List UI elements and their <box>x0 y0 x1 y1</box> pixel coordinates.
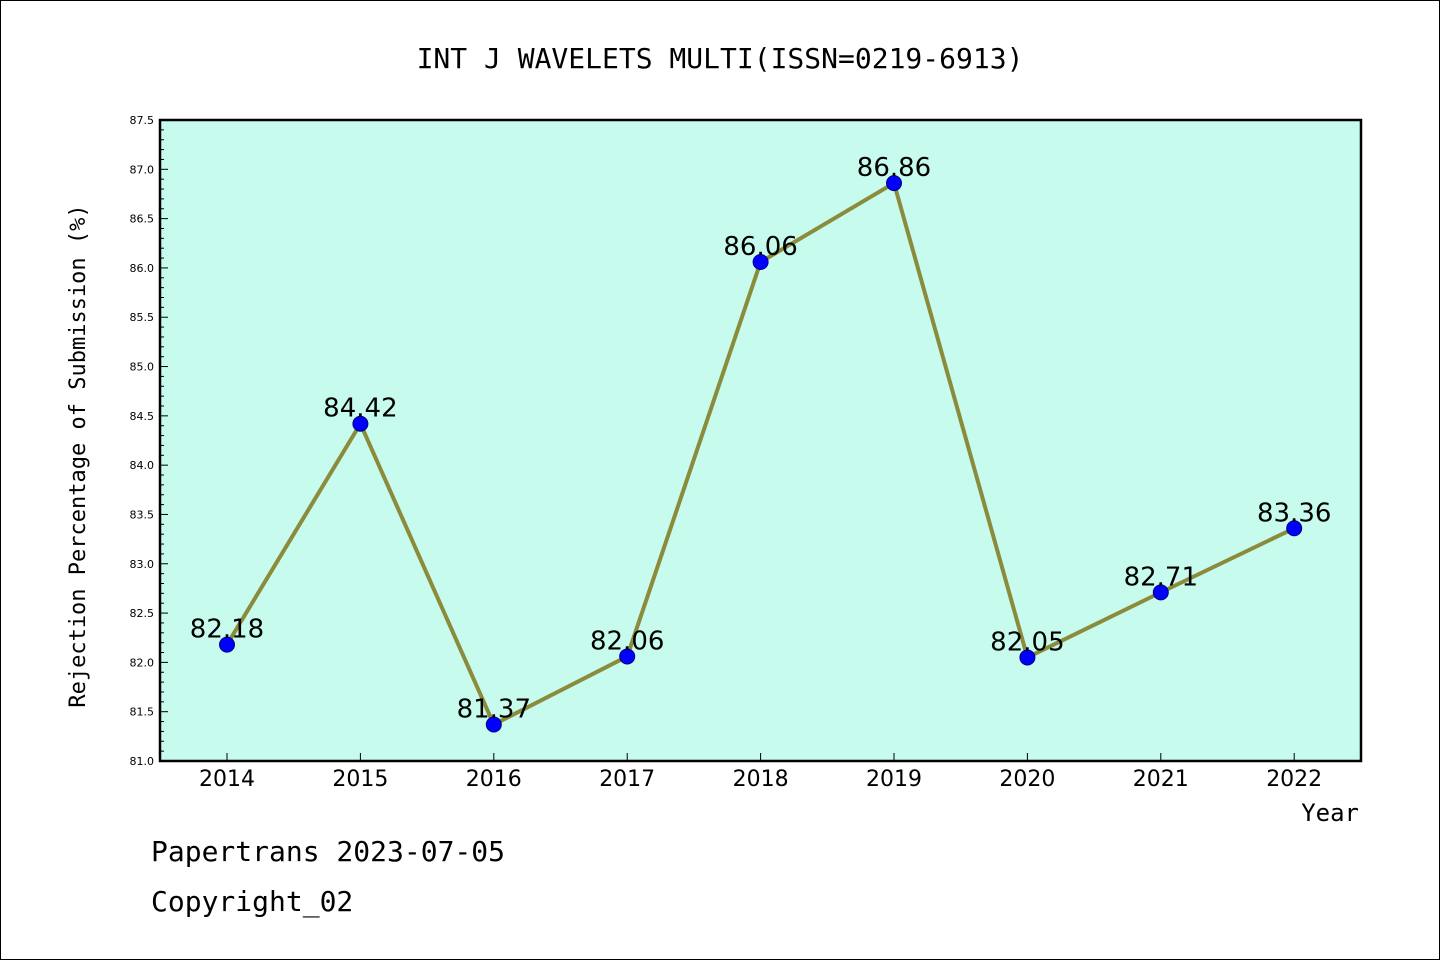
x-tick-label: 2017 <box>599 767 655 792</box>
data-point <box>619 648 636 665</box>
x-tick-label: 2016 <box>466 767 522 792</box>
data-point <box>1286 520 1303 537</box>
y-tick-label: 81.0 <box>130 755 155 768</box>
y-tick-label: 86.0 <box>130 262 155 275</box>
chart-title: INT J WAVELETS MULTI(ISSN=0219-6913) <box>417 42 1024 75</box>
data-label: 82.18 <box>190 615 264 645</box>
y-tick-label: 86.5 <box>130 213 155 226</box>
data-point <box>752 254 769 271</box>
y-tick-label: 82.5 <box>130 607 155 620</box>
data-label: 82.71 <box>1124 562 1198 592</box>
y-tick-label: 87.5 <box>130 114 155 127</box>
data-label: 84.42 <box>323 394 397 424</box>
x-tick-label: 2014 <box>199 767 255 792</box>
y-tick-label: 81.5 <box>130 706 155 719</box>
x-tick-label: 2015 <box>332 767 388 792</box>
data-label: 86.06 <box>723 232 797 262</box>
data-point <box>1019 649 1036 666</box>
data-point <box>485 716 502 733</box>
plot-area <box>158 118 1363 763</box>
y-tick-label: 85.0 <box>130 361 155 374</box>
footer-copyright: Copyright_02 <box>151 885 354 918</box>
data-label: 82.06 <box>590 626 664 656</box>
footer-date: Papertrans 2023-07-05 <box>151 835 506 868</box>
data-label: 86.86 <box>857 153 931 183</box>
y-tick-label: 82.0 <box>130 656 155 669</box>
y-tick-label: 83.5 <box>130 508 155 521</box>
x-tick-label: 2019 <box>866 767 922 792</box>
data-label: 82.05 <box>990 627 1064 657</box>
data-label: 81.37 <box>457 695 531 725</box>
x-axis-label: Year <box>1301 799 1359 827</box>
y-tick-label: 84.5 <box>130 410 155 423</box>
data-point <box>219 636 235 653</box>
y-tick-label: 85.5 <box>130 311 155 324</box>
y-axis-label: Rejection Percentage of Submission (%) <box>66 204 91 707</box>
x-tick-label: 2020 <box>999 767 1055 792</box>
data-point <box>886 175 902 192</box>
data-label: 83.36 <box>1257 498 1331 528</box>
data-point <box>352 415 369 432</box>
x-tick-label: 2021 <box>1133 767 1189 792</box>
y-tick-label: 87.0 <box>130 163 155 176</box>
data-point <box>1152 584 1169 601</box>
x-tick-label: 2022 <box>1266 767 1322 792</box>
x-tick-label: 2018 <box>733 767 789 792</box>
y-tick-label: 83.0 <box>130 558 155 571</box>
y-tick-label: 84.0 <box>130 459 155 472</box>
